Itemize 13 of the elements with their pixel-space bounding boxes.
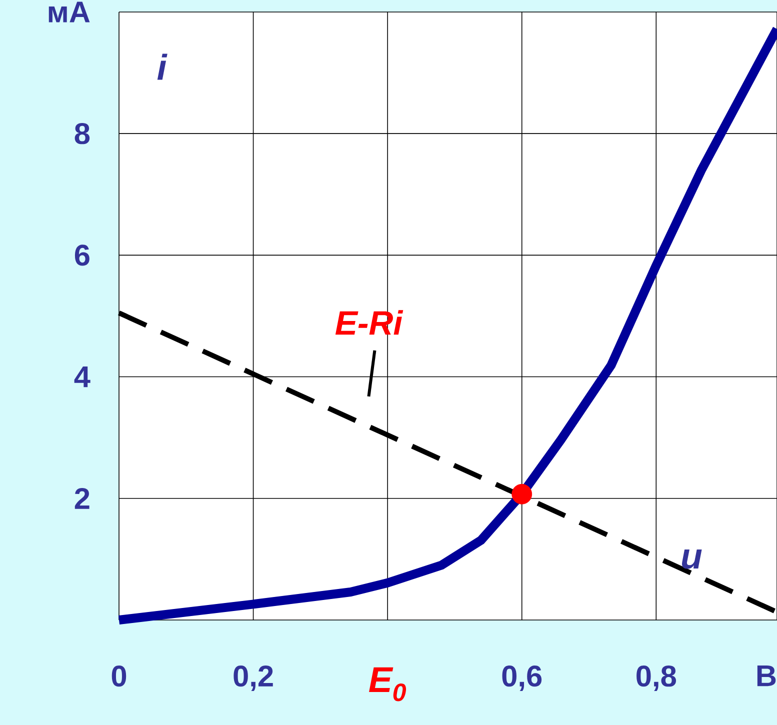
y-axis-title: i [157, 54, 168, 80]
text: E$_{0}$ [369, 667, 406, 702]
y-tick-label: 8 [74, 122, 90, 144]
y-tick-label: мА [48, 2, 90, 22]
y-tick-label: 2 [74, 488, 90, 509]
x-tick-label: 0,2 [234, 666, 273, 691]
x-axis-title: u [682, 550, 702, 569]
x-tick-label: 0,8 [636, 666, 676, 691]
y-tick-label: 6 [74, 244, 90, 266]
x-tick-label: 0,6 [502, 666, 542, 691]
x-tick-label: 0 [112, 666, 126, 687]
x-tick-label: В [757, 666, 776, 686]
y-tick-label: 4 [74, 366, 90, 388]
